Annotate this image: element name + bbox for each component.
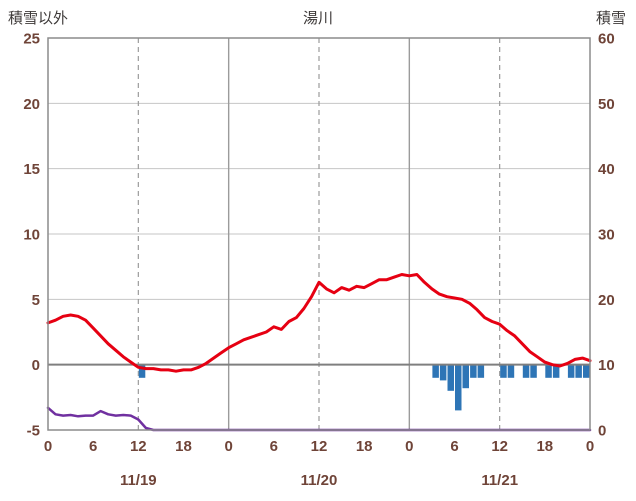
left-axis-title: 積雪以外: [8, 10, 69, 27]
precip-bar: [439, 364, 447, 381]
precip-bar: [138, 364, 146, 378]
left-axis-tick-label: 25: [23, 31, 40, 48]
station-title: 湯川: [302, 10, 333, 27]
date-label: 11/21: [481, 472, 518, 489]
plot-border: [47, 37, 591, 431]
precip-bar: [545, 364, 552, 378]
precip-bar: [447, 364, 454, 391]
hour-tick-label: 0: [44, 438, 52, 455]
precip-bar: [552, 364, 560, 378]
hour-tick-label: 12: [130, 438, 147, 455]
precip-bar: [477, 364, 485, 378]
right-axis-tick-label: 60: [598, 31, 615, 48]
precip-bar: [567, 364, 575, 378]
precip-bar: [575, 364, 582, 378]
right-axis-tick-label: 10: [598, 357, 615, 374]
precip-bar: [432, 364, 439, 378]
precip-bar: [530, 364, 537, 378]
hour-tick-label: 18: [536, 438, 553, 455]
hour-tick-label: 6: [450, 438, 458, 455]
hour-tick-label: 18: [356, 438, 373, 455]
precip-bar: [500, 364, 507, 378]
date-label: 11/20: [301, 472, 338, 489]
right-axis-tick-label: 0: [598, 423, 606, 440]
right-axis-tick-label: 50: [598, 96, 615, 113]
right-axis-tick-label: 30: [598, 227, 615, 244]
hour-tick-label: 0: [586, 438, 594, 455]
precip-bar: [522, 364, 530, 378]
hour-tick-label: 12: [311, 438, 328, 455]
hour-tick-label: 0: [405, 438, 413, 455]
right-axis-tick-label: 40: [598, 161, 615, 178]
left-axis-tick-label: 15: [23, 161, 40, 178]
hour-tick-label: 12: [491, 438, 508, 455]
temperature-line: [46, 273, 592, 373]
left-axis-tick-label: -5: [27, 423, 40, 440]
hour-tick-label: 6: [89, 438, 97, 455]
precip-bar: [462, 364, 469, 389]
right-axis-title: 積雪: [595, 10, 626, 27]
left-axis-tick-label: 20: [23, 96, 40, 113]
right-axis-tick-label: 20: [598, 292, 615, 309]
precip-bar: [455, 364, 462, 411]
left-axis-tick-label: 10: [23, 227, 40, 244]
date-label: 11/19: [120, 472, 157, 489]
left-axis-tick-label: 5: [32, 292, 40, 309]
precip-bar: [507, 364, 515, 378]
hour-tick-label: 18: [175, 438, 192, 455]
precip-bar: [470, 364, 477, 378]
hour-tick-label: 6: [270, 438, 278, 455]
precip-bar: [583, 364, 590, 378]
left-axis-tick-label: 0: [32, 357, 40, 374]
hour-tick-label: 0: [225, 438, 233, 455]
